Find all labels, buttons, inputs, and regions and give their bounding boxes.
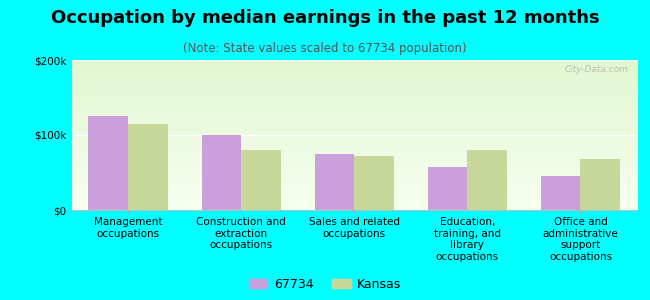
Bar xyxy=(315,154,354,210)
Bar xyxy=(354,156,394,210)
Text: (Note: State values scaled to 67734 population): (Note: State values scaled to 67734 popu… xyxy=(183,42,467,55)
Bar xyxy=(88,116,128,210)
Text: City-Data.com: City-Data.com xyxy=(564,64,629,74)
Text: Occupation by median earnings in the past 12 months: Occupation by median earnings in the pas… xyxy=(51,9,599,27)
Bar xyxy=(580,159,620,210)
Bar xyxy=(467,150,507,210)
Bar xyxy=(541,176,580,210)
Bar xyxy=(202,135,241,210)
Legend: 67734, Kansas: 67734, Kansas xyxy=(249,278,401,291)
Bar xyxy=(128,124,168,210)
Bar xyxy=(241,150,281,210)
Bar xyxy=(428,167,467,210)
